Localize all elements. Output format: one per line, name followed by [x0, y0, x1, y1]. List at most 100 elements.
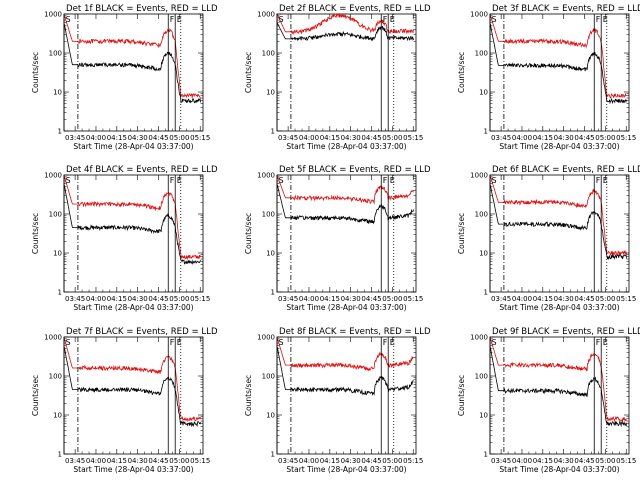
- marker-label: S: [279, 338, 284, 347]
- y-tick-label: 1000: [44, 334, 62, 342]
- x-tick-label: 05:15: [190, 134, 210, 142]
- plot-frame: [63, 174, 204, 293]
- x-tick-label: 04:45: [574, 457, 594, 465]
- series-lld-line: [63, 175, 201, 260]
- x-tick-label: 04:00: [512, 457, 532, 465]
- x-tick-label: 04:15: [533, 134, 553, 142]
- y-axis-label: Counts/sec: [31, 213, 40, 254]
- x-tick-label: 04:30: [554, 295, 574, 303]
- y-axis-label: Counts/sec: [457, 213, 466, 254]
- panel-title: Det 7f BLACK = Events, RED = LLD: [66, 327, 218, 337]
- plot-frame: [489, 336, 630, 455]
- x-tick-label: 04:00: [299, 457, 319, 465]
- series-lld-line: [63, 14, 201, 99]
- x-tick-label: 05:15: [403, 134, 423, 142]
- y-axis-label: Counts/sec: [457, 375, 466, 416]
- series-lld-line: [489, 14, 627, 99]
- series-events-line: [489, 184, 627, 261]
- y-tick-label: 100: [475, 211, 488, 219]
- y-tick-label: 100: [262, 211, 275, 219]
- x-tick-label: 05:15: [403, 457, 423, 465]
- x-tick-label: 04:45: [361, 457, 381, 465]
- x-tick-label: 05:15: [190, 295, 210, 303]
- x-tick-label: 03:45: [278, 134, 298, 142]
- x-tick-label: 04:30: [128, 457, 148, 465]
- marker-label: F: [596, 15, 601, 24]
- panel-6: Det 6f BLACK = Events, RED = LLD 1 10 100 10…: [457, 165, 640, 312]
- marker-label: F: [170, 338, 175, 347]
- y-tick-label: 100: [49, 373, 62, 381]
- panel-3: Det 3f BLACK = Events, RED = LLD 1 10 100 10…: [457, 4, 640, 151]
- x-tick-label: 03:45: [278, 295, 298, 303]
- x-tick-label: 05:00: [382, 457, 402, 465]
- x-axis-label: Start Time (28-Apr-04 03:37:00): [286, 465, 406, 474]
- series-events-line: [276, 347, 414, 397]
- marker-label: F: [596, 338, 601, 347]
- x-tick-label: 04:30: [341, 457, 361, 465]
- y-tick-label: 100: [475, 373, 488, 381]
- marker-label: E: [177, 176, 182, 185]
- x-axis-label: Start Time (28-Apr-04 03:37:00): [499, 303, 619, 312]
- x-tick-label: 05:00: [595, 457, 615, 465]
- x-tick-label: 05:15: [616, 295, 636, 303]
- panel-title: Det 1f BLACK = Events, RED = LLD: [66, 4, 218, 14]
- x-tick-label: 04:30: [128, 134, 148, 142]
- x-tick-label: 04:30: [341, 295, 361, 303]
- x-tick-label: 04:15: [533, 457, 553, 465]
- x-tick-label: 03:45: [278, 457, 298, 465]
- plot-frame: [276, 174, 417, 293]
- y-tick-label: 1: [484, 289, 488, 297]
- panel-2: Det 2f BLACK = Events, RED = LLD 1 10 100 10…: [244, 4, 431, 151]
- x-tick-label: 03:45: [491, 457, 511, 465]
- x-tick-label: 04:45: [148, 457, 168, 465]
- x-tick-label: 04:30: [128, 295, 148, 303]
- x-axis-label: Start Time (28-Apr-04 03:37:00): [286, 303, 406, 312]
- panel-8: Det 8f BLACK = Events, RED = LLD 1 10 100 10…: [244, 327, 431, 474]
- x-tick-label: 03:45: [491, 134, 511, 142]
- x-axis-label: Start Time (28-Apr-04 03:37:00): [73, 303, 193, 312]
- plot-frame: [276, 336, 417, 455]
- marker-label: S: [66, 15, 71, 24]
- series-lld-line: [276, 175, 414, 205]
- x-tick-label: 03:45: [491, 295, 511, 303]
- y-tick-label: 1000: [470, 11, 488, 19]
- series-events-line: [63, 185, 201, 265]
- x-axis-label: Start Time (28-Apr-04 03:37:00): [73, 465, 193, 474]
- y-axis-label: Counts/sec: [31, 375, 40, 416]
- x-tick-label: 04:00: [512, 295, 532, 303]
- x-axis-label: Start Time (28-Apr-04 03:37:00): [286, 142, 406, 151]
- plot-frame: [63, 336, 204, 455]
- y-tick-label: 1: [484, 451, 488, 459]
- y-tick-label: 1: [271, 128, 275, 136]
- y-tick-label: 10: [479, 412, 488, 420]
- series-events-line: [489, 24, 627, 105]
- x-tick-label: 04:15: [107, 134, 127, 142]
- series-lld-line: [63, 337, 201, 423]
- panel-title: Det 5f BLACK = Events, RED = LLD: [279, 165, 431, 175]
- panel-4: Det 4f BLACK = Events, RED = LLD 1 10 100 10…: [31, 165, 218, 312]
- x-tick-label: 03:45: [65, 295, 85, 303]
- x-tick-label: 04:15: [320, 457, 340, 465]
- x-tick-label: 05:00: [169, 295, 189, 303]
- y-tick-label: 1000: [470, 334, 488, 342]
- y-tick-label: 1: [58, 289, 62, 297]
- x-tick-label: 05:00: [595, 134, 615, 142]
- y-axis-label: Counts/sec: [244, 375, 253, 416]
- marker-label: S: [279, 176, 284, 185]
- marker-label: F: [383, 338, 388, 347]
- y-tick-label: 1: [271, 289, 275, 297]
- y-axis-label: Counts/sec: [31, 52, 40, 93]
- x-tick-label: 04:45: [148, 134, 168, 142]
- y-tick-label: 10: [266, 250, 275, 258]
- x-tick-label: 05:15: [403, 295, 423, 303]
- series-lld-line: [276, 13, 414, 36]
- x-tick-label: 04:00: [86, 457, 106, 465]
- marker-label: S: [66, 176, 71, 185]
- plot-frame: [489, 13, 630, 132]
- marker-label: E: [390, 338, 395, 347]
- x-tick-label: 04:45: [574, 134, 594, 142]
- x-tick-label: 03:45: [65, 457, 85, 465]
- series-events-line: [489, 347, 627, 428]
- marker-label: E: [177, 15, 182, 24]
